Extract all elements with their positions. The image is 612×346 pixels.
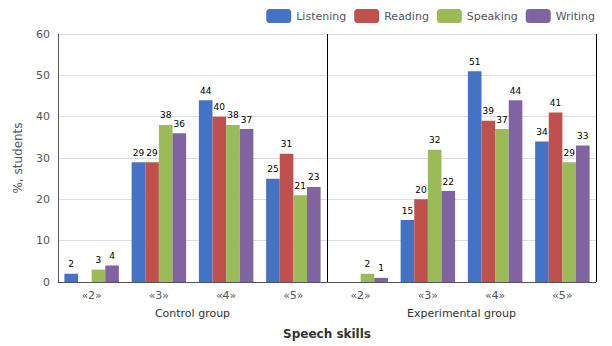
svg-text:3: 3 bbox=[96, 255, 102, 265]
svg-text:Speaking: Speaking bbox=[467, 10, 518, 23]
svg-text:Reading: Reading bbox=[384, 10, 429, 23]
svg-text:41: 41 bbox=[550, 98, 561, 108]
svg-text:0: 0 bbox=[43, 276, 50, 289]
svg-text:1: 1 bbox=[378, 263, 384, 273]
svg-text:39: 39 bbox=[483, 106, 495, 116]
svg-text:«5»: «5» bbox=[283, 289, 303, 302]
svg-text:«5»: «5» bbox=[552, 289, 572, 302]
svg-text:60: 60 bbox=[36, 28, 50, 41]
svg-text:«2»: «2» bbox=[350, 289, 370, 302]
svg-text:37: 37 bbox=[241, 115, 252, 125]
svg-text:36: 36 bbox=[174, 119, 186, 129]
svg-text:23: 23 bbox=[308, 172, 319, 182]
svg-text:20: 20 bbox=[415, 185, 427, 195]
svg-text:38: 38 bbox=[227, 110, 239, 120]
svg-text:40: 40 bbox=[214, 102, 226, 112]
svg-text:«4»: «4» bbox=[216, 289, 236, 302]
svg-text:40: 40 bbox=[36, 110, 50, 123]
svg-text:31: 31 bbox=[281, 139, 292, 149]
svg-text:44: 44 bbox=[510, 86, 522, 96]
svg-text:21: 21 bbox=[294, 181, 305, 191]
svg-text:«2»: «2» bbox=[81, 289, 101, 302]
svg-text:15: 15 bbox=[402, 206, 413, 216]
svg-text:«4»: «4» bbox=[485, 289, 505, 302]
svg-text:30: 30 bbox=[36, 152, 50, 165]
svg-text:2: 2 bbox=[68, 259, 74, 269]
svg-text:4: 4 bbox=[109, 251, 115, 261]
svg-text:32: 32 bbox=[429, 135, 440, 145]
svg-text:22: 22 bbox=[443, 177, 454, 187]
svg-text:2: 2 bbox=[365, 259, 371, 269]
svg-text:Experimental group: Experimental group bbox=[407, 307, 516, 320]
svg-text:29: 29 bbox=[133, 148, 145, 158]
svg-text:Writing: Writing bbox=[556, 10, 595, 23]
svg-text:34: 34 bbox=[536, 127, 548, 137]
svg-text:25: 25 bbox=[267, 164, 278, 174]
svg-text:37: 37 bbox=[496, 115, 507, 125]
svg-text:33: 33 bbox=[577, 131, 588, 141]
svg-text:«3»: «3» bbox=[418, 289, 438, 302]
svg-text:%, students: %, students bbox=[11, 122, 25, 193]
svg-text:«3»: «3» bbox=[149, 289, 169, 302]
svg-text:Speech skills: Speech skills bbox=[283, 327, 371, 341]
svg-text:29: 29 bbox=[146, 148, 158, 158]
svg-text:20: 20 bbox=[36, 193, 50, 206]
svg-text:29: 29 bbox=[563, 148, 575, 158]
svg-text:44: 44 bbox=[200, 86, 212, 96]
svg-text:50: 50 bbox=[36, 69, 50, 82]
svg-text:38: 38 bbox=[160, 110, 172, 120]
svg-text:Control group: Control group bbox=[155, 307, 230, 320]
svg-text:51: 51 bbox=[469, 57, 480, 67]
svg-text:Listening: Listening bbox=[296, 10, 346, 23]
svg-text:10: 10 bbox=[36, 234, 50, 247]
